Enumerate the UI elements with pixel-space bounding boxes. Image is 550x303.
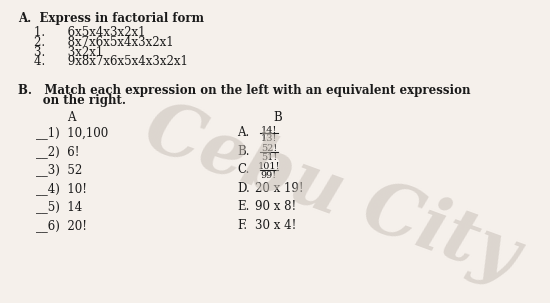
Text: __6)  20!: __6) 20! xyxy=(36,219,87,231)
Text: 51!: 51! xyxy=(261,153,277,162)
Text: 2.      8x7x6x5x4x3x2x1: 2. 8x7x6x5x4x3x2x1 xyxy=(34,36,174,49)
Text: B: B xyxy=(273,111,282,124)
Text: 101!: 101! xyxy=(257,162,280,171)
Text: E.: E. xyxy=(238,200,250,213)
Text: 90 x 8!: 90 x 8! xyxy=(255,200,296,213)
Text: on the right.: on the right. xyxy=(18,94,126,107)
Text: C.: C. xyxy=(238,163,250,176)
Text: F.: F. xyxy=(238,219,248,231)
Text: 20 x 19!: 20 x 19! xyxy=(255,182,304,195)
Text: B.: B. xyxy=(238,145,250,158)
Text: __1)  10,100: __1) 10,100 xyxy=(36,126,108,139)
Text: D.: D. xyxy=(238,182,250,195)
Text: 3.      3x2x1: 3. 3x2x1 xyxy=(34,46,103,59)
Text: __3)  52: __3) 52 xyxy=(36,163,82,176)
Text: 4.      9x8x7x6x5x4x3x2x1: 4. 9x8x7x6x5x4x3x2x1 xyxy=(34,55,188,68)
Text: A: A xyxy=(68,111,76,124)
Text: A.: A. xyxy=(238,126,250,139)
Text: 1.      6x5x4x3x2x1: 1. 6x5x4x3x2x1 xyxy=(34,26,146,39)
Text: __5)  14: __5) 14 xyxy=(36,200,82,213)
Text: 52!: 52! xyxy=(261,144,277,153)
Text: __2)  6!: __2) 6! xyxy=(36,145,79,158)
Text: A.  Express in factorial form: A. Express in factorial form xyxy=(18,12,204,25)
Text: Cebu City: Cebu City xyxy=(135,92,528,294)
Text: B.   Match each expression on the left with an equivalent expression: B. Match each expression on the left wit… xyxy=(18,84,470,97)
Text: 13!: 13! xyxy=(261,134,277,143)
Text: 30 x 4!: 30 x 4! xyxy=(255,219,297,231)
Text: 99!: 99! xyxy=(261,171,277,180)
Text: __4)  10!: __4) 10! xyxy=(36,182,87,195)
Text: 14!: 14! xyxy=(261,125,277,135)
